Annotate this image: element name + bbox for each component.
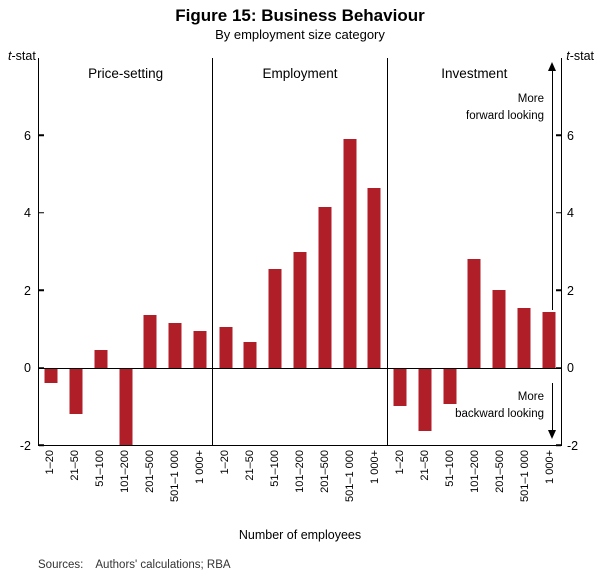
bar: [467, 259, 481, 368]
x-tick-label: 21–50: [69, 450, 82, 481]
x-tick-label: 21–50: [418, 450, 431, 481]
bar: [418, 367, 432, 432]
panel-title: Investment: [441, 66, 508, 81]
axis-tick: [39, 444, 44, 446]
panel-employment: Employment: [213, 58, 388, 445]
bar: [119, 367, 133, 445]
y-axis-right: -2 0 2 4 6: [566, 58, 598, 453]
bar: [443, 367, 457, 405]
panel-investment: Investment: [388, 58, 561, 445]
bar: [293, 251, 307, 368]
y-tick-label: -2: [19, 439, 31, 453]
y-axis-unit-italic: t: [8, 49, 12, 63]
x-tick-label: 101–200: [468, 450, 481, 493]
bar: [517, 307, 531, 368]
x-tick-label: 501–1 000: [169, 450, 182, 502]
chart-title: Figure 15: Business Behaviour: [175, 6, 425, 25]
bar: [168, 323, 182, 368]
x-axis-labels: 1–20 21–50 51–100 101–200 201–500 501–1 000 1 …: [38, 450, 562, 524]
axis-tick: [39, 134, 44, 137]
annotation-forward-looking: More forward looking: [466, 93, 544, 122]
x-tick-label: 201–500: [318, 450, 331, 493]
sources-label: Sources:: [38, 559, 84, 571]
bar: [542, 311, 556, 368]
y-axis-unit-right: t-stat: [566, 49, 594, 63]
bar: [367, 187, 381, 368]
axis-tick: [556, 212, 561, 214]
bar: [393, 367, 407, 407]
x-tick-label: 201–500: [144, 450, 157, 493]
panel-title: Price-setting: [88, 66, 164, 81]
y-axis-unit-rest: -stat: [569, 49, 594, 63]
bar: [143, 315, 157, 368]
axis-tick: [556, 134, 561, 137]
annotation-backward-looking: More backward looking: [455, 391, 544, 420]
x-tick-label: 101–200: [119, 450, 132, 493]
y-axis-unit-left: t-stat: [8, 49, 36, 63]
chart-subtitle: By employment size category: [215, 27, 385, 42]
bar: [318, 207, 332, 368]
bar: [343, 139, 356, 368]
panel-title: Employment: [262, 66, 338, 81]
up-arrow-shaft: [551, 69, 554, 310]
down-arrow-shaft: [551, 383, 554, 432]
sources-text: Authors' calculations; RBA: [95, 559, 231, 571]
bar: [219, 326, 233, 368]
x-tick-label: 101–200: [294, 450, 306, 493]
x-tick-label: 51–100: [443, 450, 456, 487]
panel-price-setting: Price-setting: [39, 58, 214, 445]
panels: Price-setting Employment Investment: [39, 58, 561, 445]
y-tick-label: -2: [567, 439, 579, 453]
y-tick-label: 6: [24, 128, 31, 143]
bar: [243, 342, 257, 368]
x-tick-label: 1–20: [393, 450, 406, 475]
y-tick-label: 2: [24, 283, 31, 298]
x-tick-label: 1 000+: [543, 450, 556, 484]
x-tick-label: 1 000+: [368, 450, 381, 484]
y-tick-label: 6: [567, 128, 574, 143]
bar: [268, 268, 282, 368]
y-tick-label: 4: [24, 206, 31, 221]
bar: [44, 367, 58, 384]
y-tick-label: 0: [24, 361, 31, 376]
axis-tick: [556, 289, 561, 291]
axis-tick: [39, 366, 44, 369]
x-tick-label: 501–1 000: [343, 450, 356, 502]
y-tick-label: 4: [567, 206, 574, 221]
up-arrow-head: [548, 62, 556, 71]
zero-line: [39, 367, 561, 369]
y-tick-label: 0: [567, 361, 574, 376]
bar: [193, 330, 207, 368]
x-tick-label: 21–50: [244, 450, 257, 481]
down-arrow-head: [548, 430, 556, 439]
x-tick-label: 51–100: [94, 450, 107, 487]
axis-tick: [556, 444, 561, 446]
axis-tick: [39, 289, 44, 291]
sources-note: Sources: Authors' calculations; RBA: [38, 559, 231, 571]
x-tick-label: 501–1 000: [518, 450, 531, 502]
x-tick-label: 1–20: [44, 450, 57, 475]
x-tick-label: 1–20: [219, 450, 232, 475]
x-tick-label: 1 000+: [194, 450, 207, 484]
bar: [69, 367, 83, 415]
down-arrow-icon: [548, 383, 557, 439]
plot-area: Price-setting Employment Investment More f…: [38, 58, 562, 446]
bar: [492, 290, 506, 368]
up-arrow-icon: [548, 62, 557, 310]
x-tick-label: 51–100: [269, 450, 282, 487]
axis-tick: [556, 366, 561, 369]
y-axis-unit-italic: t: [566, 49, 570, 63]
axis-tick: [39, 212, 44, 214]
y-tick-label: 2: [567, 283, 574, 298]
x-axis-title: Number of employees: [238, 528, 362, 542]
x-tick-label: 201–500: [493, 450, 506, 493]
y-axis-unit-rest: -stat: [11, 49, 36, 63]
y-axis-left: -2 0 2 4 6: [2, 58, 34, 453]
bar: [94, 350, 108, 368]
